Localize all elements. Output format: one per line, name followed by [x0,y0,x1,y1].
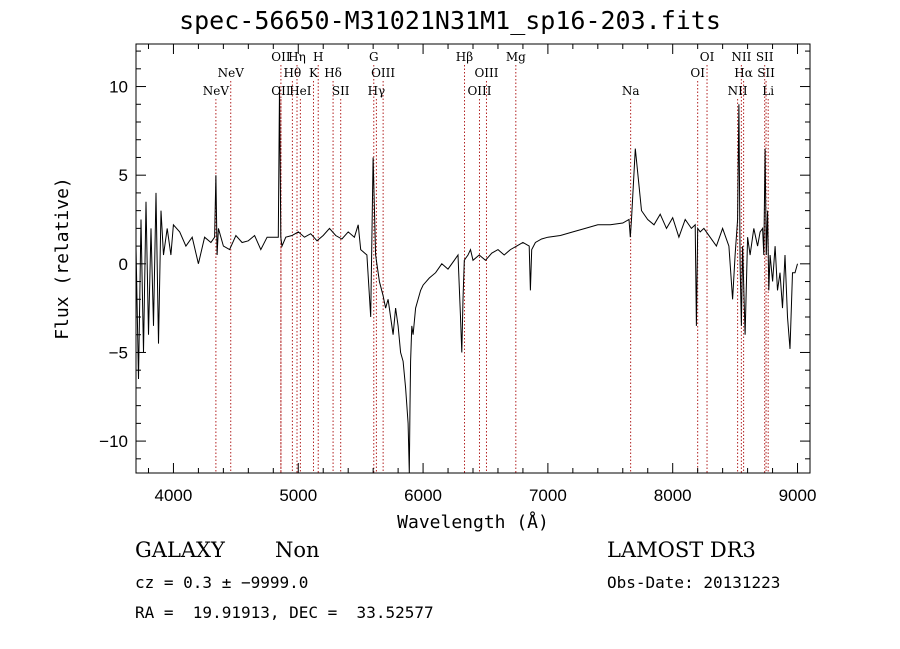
emission-line-label: NII [728,84,748,98]
emission-line-label: NII [731,50,751,64]
spectrum-series [135,86,798,474]
y-tick-label: 0 [119,255,128,274]
emission-line-label: SII [757,66,775,80]
emission-line-label: H [313,50,323,64]
x-tick-label: 8000 [654,486,692,505]
emission-line-label: G [369,50,379,64]
emission-line-label: Mg [506,50,526,64]
x-tick-label: 4000 [155,486,193,505]
emission-line-label: K [309,66,319,80]
emission-line-markers [215,65,769,473]
x-tick-label: 6000 [404,486,442,505]
emission-line-label: OIII [371,66,395,80]
emission-line-label: Hδ [324,66,342,80]
y-tick-label: 10 [109,78,128,97]
x-tick-label: 9000 [779,486,817,505]
emission-line-label: HeI [289,84,312,98]
redshift-cz: cz = 0.3 ± −9999.0 [135,573,309,592]
object-subclass: Non [275,538,320,562]
emission-line-label: NeV [203,84,230,98]
spectrum-line [135,86,798,474]
chart-title: spec-56650-M31021N31M1_sp16-203.fits [179,6,721,35]
axis-ticks: 4000 5000 6000 7000 8000 9000 −10 −5 0 5 10 [99,44,816,505]
observation-date: Obs-Date: 20131223 [607,573,781,592]
emission-line-label: OIII [467,84,491,98]
x-tick-label: 5000 [279,486,317,505]
emission-line-label: OII [271,50,291,64]
emission-line-label: OII [271,84,291,98]
emission-line-label: SII [332,84,350,98]
emission-line-label: OI [690,66,705,80]
y-tick-label: −5 [109,343,128,362]
emission-line-label: NeV [218,66,245,80]
emission-line-label: Hβ [456,50,473,64]
survey-name: LAMOST DR3 [607,538,756,562]
emission-line-label: Hη [288,50,306,64]
emission-line-label: Hθ [284,66,302,80]
emission-line-label: Hγ [368,84,386,98]
emission-line-label: Hα [734,66,753,80]
emission-line-label: OI [700,50,715,64]
x-tick-label: 7000 [529,486,567,505]
emission-line-labels: NeVNeVOIIOIIHθHηHeIKHHδSIIGHγOIIIHβOIIIO… [203,50,775,98]
emission-line-label: Li [762,84,774,98]
emission-line-label: Na [622,84,640,98]
emission-line-label: OIII [474,66,498,80]
y-tick-label: −10 [99,432,128,451]
ra-dec: RA = 19.91913, DEC = 33.52577 [135,603,434,622]
object-class: GALAXY [135,538,225,562]
emission-line-label: SII [756,50,774,64]
x-axis-label: Wavelength (Å) [397,511,549,533]
y-tick-label: 5 [119,166,128,185]
y-axis-label: Flux (relative) [52,177,73,340]
